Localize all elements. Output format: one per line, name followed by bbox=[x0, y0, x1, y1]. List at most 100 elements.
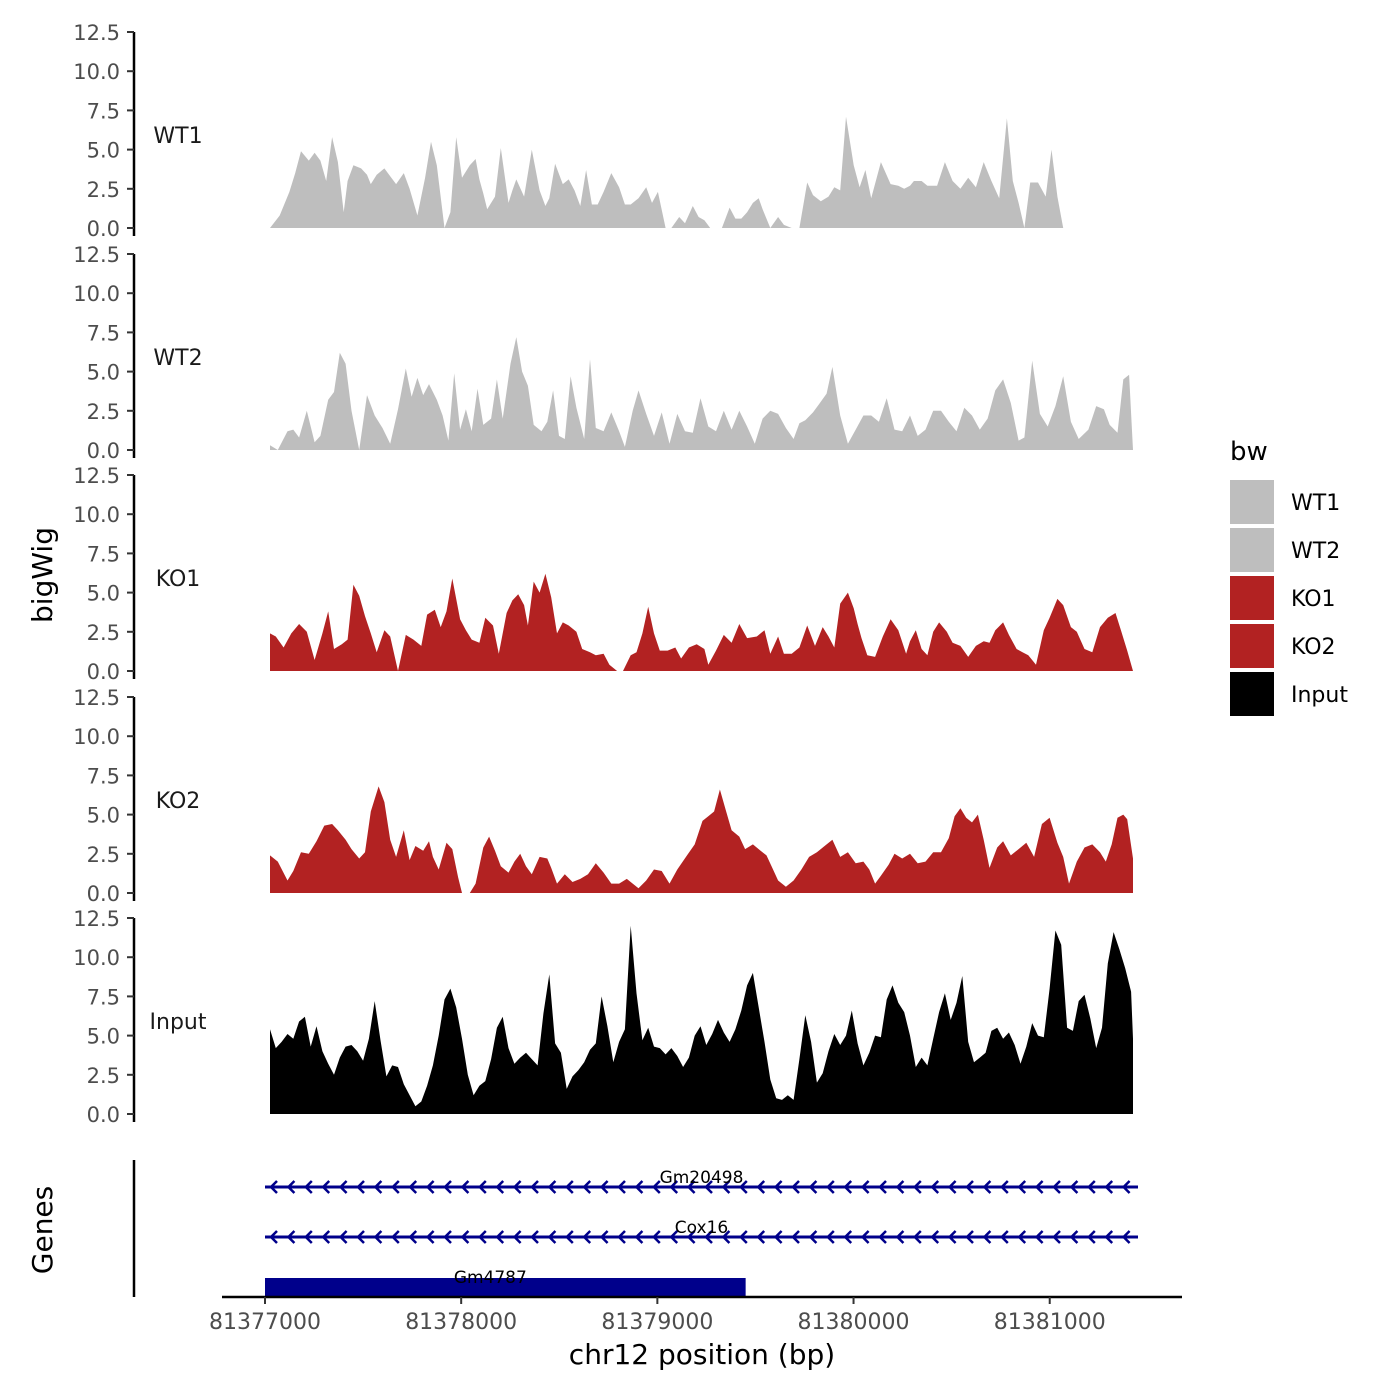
strand-arrow bbox=[669, 1180, 679, 1194]
area-ko2 bbox=[270, 786, 1133, 893]
strand-arrow bbox=[391, 1180, 400, 1194]
strand-arrow bbox=[826, 1180, 835, 1194]
strand-arrow bbox=[373, 1180, 383, 1194]
strand-arrow bbox=[460, 1180, 470, 1194]
strand-arrow bbox=[930, 1180, 940, 1194]
x-tick-label: 81378000 bbox=[405, 1310, 517, 1335]
y-tick-label: 12.5 bbox=[73, 464, 120, 488]
gene-exon-block bbox=[265, 1278, 746, 1296]
track-label-wt1: WT1 bbox=[153, 124, 202, 149]
strand-arrow bbox=[338, 1180, 348, 1194]
strand-arrow bbox=[565, 1180, 574, 1194]
strand-arrow bbox=[965, 1180, 974, 1194]
strand-arrow bbox=[1034, 1180, 1044, 1194]
y-tick-label: 0.0 bbox=[87, 217, 120, 241]
x-tick-label: 81379000 bbox=[601, 1310, 713, 1335]
strand-arrow bbox=[1034, 1230, 1044, 1244]
y-tick-label: 2.5 bbox=[87, 1064, 120, 1088]
strand-arrow bbox=[408, 1230, 418, 1244]
strand-arrow bbox=[1017, 1230, 1027, 1244]
area-input bbox=[270, 925, 1133, 1114]
strand-arrow bbox=[565, 1230, 574, 1244]
strand-arrow bbox=[547, 1180, 557, 1194]
y-tick-label: 10.0 bbox=[73, 503, 120, 527]
legend-item-ko2: KO2 bbox=[1230, 624, 1336, 668]
y-tick-label: 0.0 bbox=[87, 1103, 120, 1127]
y-tick-label: 7.5 bbox=[87, 99, 120, 123]
track-ko1: 0.0 2.5 5.0 7.5 10.0 12.5 KO1 bbox=[73, 464, 1133, 684]
strand-arrow bbox=[913, 1230, 922, 1244]
strand-arrow bbox=[1104, 1230, 1114, 1244]
strand-arrow bbox=[1087, 1230, 1096, 1244]
y-tick-label: 0.0 bbox=[87, 882, 120, 906]
strand-arrow bbox=[1104, 1180, 1114, 1194]
strand-arrow bbox=[1121, 1180, 1131, 1194]
x-axis-title: chr12 position (bp) bbox=[569, 1338, 835, 1371]
legend-title: bw bbox=[1230, 437, 1268, 467]
y-tick-label: 12.5 bbox=[73, 243, 120, 267]
y-tick-label: 5.0 bbox=[87, 361, 120, 385]
strand-arrow bbox=[1069, 1230, 1079, 1244]
legend-label: WT2 bbox=[1291, 539, 1340, 564]
strand-arrow bbox=[617, 1230, 626, 1244]
strand-arrow bbox=[947, 1180, 957, 1194]
y-tick-label: 2.5 bbox=[87, 621, 120, 645]
x-tick-label: 81377000 bbox=[209, 1310, 321, 1335]
strand-arrow bbox=[582, 1230, 592, 1244]
tracks-layer: 0.0 2.5 5.0 7.5 10.0 12.5 WT1 0.0 2.5 5.0 7.5 10.0 1… bbox=[73, 21, 1133, 1127]
strand-arrow bbox=[704, 1180, 713, 1194]
strand-arrow bbox=[756, 1230, 766, 1244]
y-tick-label: 7.5 bbox=[87, 764, 120, 788]
legend-item-wt2: WT2 bbox=[1230, 528, 1340, 572]
y-tick-label: 5.0 bbox=[87, 139, 120, 163]
strand-arrow bbox=[895, 1230, 905, 1244]
strand-arrow bbox=[338, 1230, 348, 1244]
strand-arrow bbox=[512, 1180, 522, 1194]
strand-arrow bbox=[860, 1180, 870, 1194]
x-axis: 81377000 81378000 81379000 81380000 81381000 bbox=[209, 1295, 1182, 1335]
strand-arrow bbox=[408, 1180, 418, 1194]
strand-arrow bbox=[982, 1180, 992, 1194]
strand-arrow bbox=[356, 1180, 365, 1194]
strand-arrow bbox=[652, 1180, 661, 1194]
strand-arrow bbox=[739, 1180, 748, 1194]
strand-arrow bbox=[391, 1230, 400, 1244]
track-label-wt2: WT2 bbox=[153, 346, 202, 371]
strand-arrow bbox=[1087, 1180, 1096, 1194]
strand-arrow bbox=[843, 1180, 853, 1194]
y-tick-label: 2.5 bbox=[87, 843, 120, 867]
strand-arrow bbox=[634, 1230, 644, 1244]
track-input: 0.0 2.5 5.0 7.5 10.0 12.5 Input bbox=[73, 907, 1133, 1127]
y-tick-label: 10.0 bbox=[73, 725, 120, 749]
y-tick-label: 5.0 bbox=[87, 582, 120, 606]
strand-arrow bbox=[982, 1230, 992, 1244]
strand-arrow bbox=[791, 1230, 800, 1244]
track-wt1: 0.0 2.5 5.0 7.5 10.0 12.5 WT1 bbox=[73, 21, 1133, 241]
strand-arrow bbox=[843, 1230, 853, 1244]
strand-arrow bbox=[495, 1230, 505, 1244]
y-tick-label: 12.5 bbox=[73, 21, 120, 45]
track-ko2: 0.0 2.5 5.0 7.5 10.0 12.5 KO2 bbox=[73, 686, 1133, 906]
legend: WT1 WT2 KO1 KO2 Input bbox=[1230, 480, 1348, 716]
strand-arrow bbox=[304, 1180, 313, 1194]
gene-label: Gm4787 bbox=[454, 1268, 527, 1288]
strand-arrow bbox=[878, 1230, 887, 1244]
y-tick-label: 2.5 bbox=[87, 178, 120, 202]
strand-arrow bbox=[599, 1180, 609, 1194]
strand-arrow bbox=[1069, 1180, 1079, 1194]
strand-arrow bbox=[826, 1230, 835, 1244]
legend-item-wt1: WT1 bbox=[1230, 480, 1340, 524]
strand-arrow bbox=[530, 1230, 539, 1244]
strand-arrow bbox=[686, 1180, 696, 1194]
legend-label: Input bbox=[1291, 683, 1348, 708]
track-wt2: 0.0 2.5 5.0 7.5 10.0 12.5 WT2 bbox=[73, 243, 1133, 463]
strand-arrow bbox=[652, 1230, 661, 1244]
strand-arrow bbox=[913, 1180, 922, 1194]
strand-arrow bbox=[286, 1180, 296, 1194]
strand-arrow bbox=[721, 1230, 731, 1244]
y-tick-label: 5.0 bbox=[87, 804, 120, 828]
legend-swatch bbox=[1230, 624, 1274, 668]
legend-swatch bbox=[1230, 576, 1274, 620]
strand-arrow bbox=[947, 1230, 957, 1244]
